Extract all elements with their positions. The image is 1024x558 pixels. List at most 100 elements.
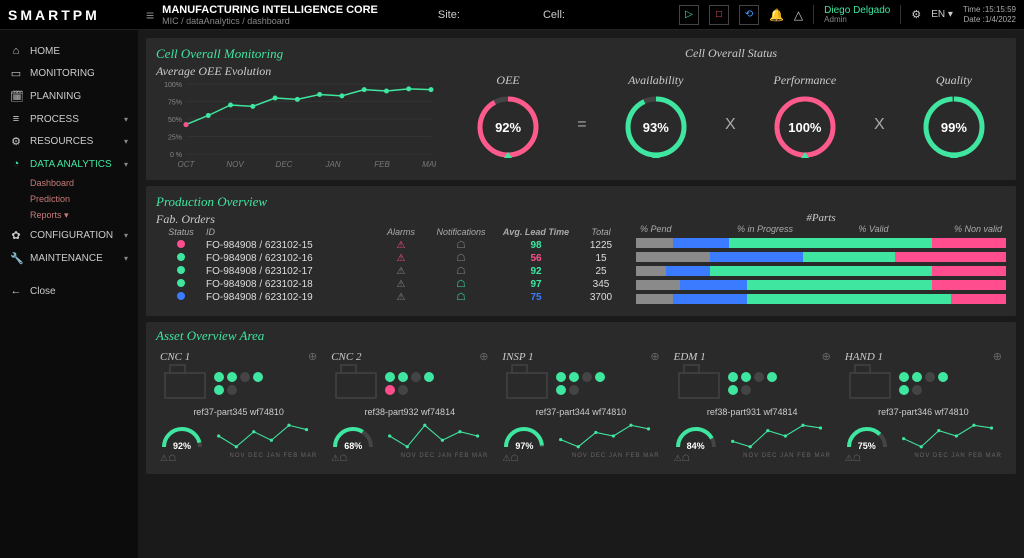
refresh-button[interactable]: ⟲ (739, 5, 759, 25)
app-title: MANUFACTURING INTELLIGENCE CORE (162, 4, 378, 16)
status-pill (741, 372, 751, 382)
status-pill (240, 372, 250, 382)
parts-bar (636, 252, 1006, 262)
gauge-quality: Quality 99% (919, 73, 989, 162)
status-pill (398, 385, 408, 395)
nav-icon: ✿ (10, 229, 22, 242)
table-row[interactable]: FO-984908 / 623102-18 ⚠ ☖ 97 345 (156, 278, 626, 291)
status-pill (582, 372, 592, 382)
nav-sub-prediction[interactable]: Prediction (0, 191, 138, 207)
asset-card[interactable]: INSP 1 ⊕ ref37-part344 wf74810 97% ⚠ ☖ N… (498, 346, 663, 468)
status-dot (177, 292, 185, 300)
svg-text:0 %: 0 % (170, 152, 182, 159)
menu-icon[interactable]: ≡ (146, 7, 154, 23)
play-button[interactable]: ▷ (679, 5, 699, 25)
bell-icon: ☖ (853, 453, 861, 464)
status-pill (424, 372, 434, 382)
nav-sub-reports[interactable]: Reports ▾ (0, 207, 138, 224)
parts-bar (636, 238, 1006, 248)
status-pill (385, 385, 395, 395)
mini-gauge: 75% (845, 421, 889, 451)
nav-icon: 🔧 (10, 252, 22, 265)
nav-icon: ⚙ (10, 135, 22, 148)
status-pill (398, 372, 408, 382)
asset-card[interactable]: HAND 1 ⊕ ref37-part346 wf74810 75% ⚠ ☖ N… (841, 346, 1006, 468)
production-panel: Production Overview Fab. Orders Status I… (146, 186, 1016, 316)
status-pill (741, 385, 751, 395)
status-pill (912, 372, 922, 382)
table-row[interactable]: FO-984908 / 623102-17 ⚠ ☖ 92 25 (156, 265, 626, 278)
zoom-icon[interactable]: ⊕ (308, 350, 317, 363)
svg-text:NOV: NOV (226, 160, 244, 169)
site-cell: Site: Cell: (438, 9, 645, 21)
machine-icon (502, 363, 552, 403)
nav-item-process[interactable]: ≡PROCESS▾ (0, 108, 138, 130)
warn-icon: ⚠ (845, 453, 853, 464)
gear-icon[interactable]: ⚙ (911, 8, 921, 21)
nav-item-maintenance[interactable]: 🔧MAINTENANCE▾ (0, 247, 138, 270)
nav-sub-dashboard[interactable]: Dashboard (0, 175, 138, 191)
svg-text:50%: 50% (168, 117, 182, 124)
zoom-icon[interactable]: ⊕ (822, 350, 831, 363)
status-pill (214, 385, 224, 395)
breadcrumb: MIC / dataAnalytics / dashboard (162, 16, 378, 26)
nav-item-monitoring[interactable]: ▭MONITORING (0, 62, 138, 85)
spark-chart (208, 421, 317, 451)
parts-title: #Parts (636, 212, 1006, 224)
nav-close[interactable]: ←Close (0, 280, 138, 302)
zoom-icon[interactable]: ⊕ (479, 350, 488, 363)
time-block: Time :15:15:59 Date :1/4/2022 (963, 5, 1016, 24)
cell-label: Cell: (543, 9, 565, 21)
user-role: Admin (824, 16, 890, 25)
machine-icon (845, 363, 895, 403)
mini-gauge: 92% (160, 421, 204, 451)
svg-text:100%: 100% (164, 82, 182, 89)
bell-icon[interactable]: 🔔 (769, 8, 784, 22)
warning-icon[interactable]: △ (794, 8, 803, 22)
status-pill (569, 385, 579, 395)
sidebar: ⌂HOME▭MONITORING🗓PLANNING≡PROCESS▾⚙RESOU… (0, 30, 138, 558)
stop-button[interactable]: □ (709, 5, 729, 25)
status-pill (728, 372, 738, 382)
topbar: SMARTPM ≡ MANUFACTURING INTELLIGENCE COR… (0, 0, 1024, 30)
asset-card[interactable]: CNC 1 ⊕ ref37-part345 wf74810 92% ⚠ ☖ NO… (156, 346, 321, 468)
nav-item-resources[interactable]: ⚙RESOURCES▾ (0, 130, 138, 153)
table-row[interactable]: FO-984908 / 623102-16 ⚠ ☖ 56 15 (156, 252, 626, 265)
machine-icon (331, 363, 381, 403)
chevron-down-icon: ▾ (124, 115, 128, 124)
nav-icon: 🗓 (10, 90, 22, 103)
cell-status-title: Cell Overall Status (456, 46, 1006, 61)
nav-item-data-analytics[interactable]: ◔DATA ANALYTICS▾ (0, 153, 138, 175)
notif-icon: ☖ (457, 279, 466, 290)
status-pill (227, 372, 237, 382)
warn-icon: ⚠ (331, 453, 339, 464)
asset-card[interactable]: EDM 1 ⊕ ref38-part931 wf74814 84% ⚠ ☖ NO… (670, 346, 835, 468)
status-pill (385, 372, 395, 382)
mini-gauge: 68% (331, 421, 375, 451)
status-dot (177, 266, 185, 274)
nav-item-home[interactable]: ⌂HOME (0, 40, 138, 62)
status-pill (938, 372, 948, 382)
nav-item-configuration[interactable]: ✿CONFIGURATION▾ (0, 224, 138, 247)
warn-icon: ⚠ (674, 453, 682, 464)
lang-select[interactable]: EN ▾ (931, 9, 953, 20)
alarm-icon: ⚠ (397, 279, 406, 290)
svg-text:FEB: FEB (374, 160, 390, 169)
parts-bar (636, 266, 1006, 276)
table-row[interactable]: FO-984908 / 623102-15 ⚠ ☖ 98 1225 (156, 239, 626, 252)
zoom-icon[interactable]: ⊕ (650, 350, 659, 363)
zoom-icon[interactable]: ⊕ (993, 350, 1002, 363)
nav-item-planning[interactable]: 🗓PLANNING (0, 85, 138, 108)
asset-card[interactable]: CNC 2 ⊕ ref38-part932 wf74814 68% ⚠ ☖ NO… (327, 346, 492, 468)
user-block[interactable]: Diego Delgado Admin (813, 5, 901, 25)
nav-icon: ≡ (10, 113, 22, 125)
assets-panel: Asset Overview Area CNC 1 ⊕ ref37-part34… (146, 322, 1016, 474)
status-pill (912, 385, 922, 395)
prod-title: Production Overview (156, 194, 1006, 210)
spark-chart (550, 421, 659, 451)
table-row[interactable]: FO-984908 / 623102-19 ⚠ ☖ 75 3700 (156, 291, 626, 304)
status-pill (227, 385, 237, 395)
status-pill (595, 372, 605, 382)
status-pill (411, 372, 421, 382)
alarm-icon: ⚠ (397, 266, 406, 277)
